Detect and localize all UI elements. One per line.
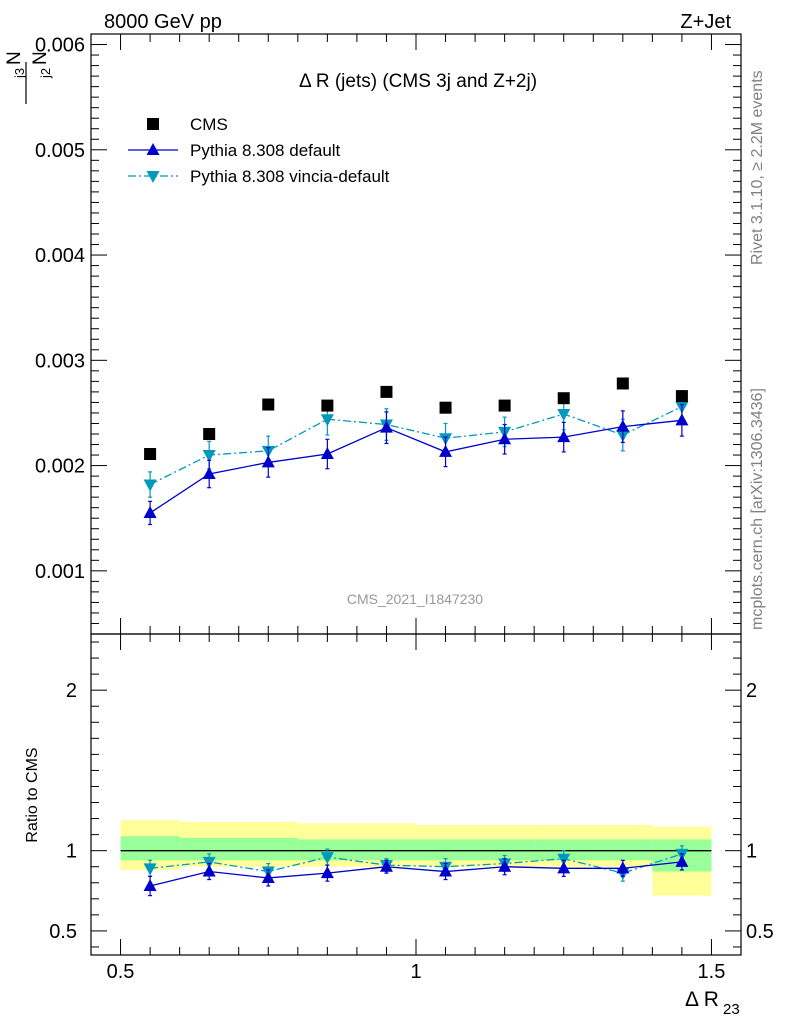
main-ylabel-den: N — [30, 51, 51, 65]
series-vincia-line — [149, 406, 683, 486]
series-default-point — [320, 447, 334, 459]
ratio-band-green — [120, 836, 180, 861]
ratio-default-point — [498, 859, 512, 872]
legend-label: Pythia 8.308 vincia-default — [190, 167, 390, 186]
series-default-point — [379, 420, 393, 433]
main-ytick-label: 0.004 — [35, 245, 85, 267]
ratio-ytick-label-right: 2 — [746, 680, 757, 702]
ratio-band-green — [179, 837, 298, 861]
ratio-ytick-label: 0.5 — [49, 921, 77, 943]
ratio-ytick-label: 2 — [66, 680, 77, 702]
x-axis-label: Δ R 23 — [685, 988, 740, 1018]
ratio-default-point — [379, 859, 393, 872]
series-default-point — [143, 505, 157, 518]
series-default-point — [557, 430, 571, 443]
legend-marker — [146, 171, 160, 183]
legend-label: CMS — [190, 115, 228, 134]
series-default-point — [202, 467, 216, 479]
plot-title: Δ R (jets) (CMS 3j and Z+2j) — [299, 71, 537, 92]
legend-label: Pythia 8.308 default — [190, 141, 341, 160]
ratio-ytick-label-right: 1 — [746, 841, 757, 863]
header-right: Z+Jet — [680, 11, 731, 33]
ratio-default-point — [261, 870, 275, 883]
ratio-ytick-label: 1 — [66, 841, 77, 863]
series-cms-point — [498, 399, 511, 412]
legend: CMS Pythia 8.308 default Pythia 8.308 vinc… — [128, 115, 390, 186]
ratio-panel-axes: 0.5 0.5 1 1 2 2 0.5 1 1.5 — [49, 633, 774, 983]
main-ylabel-num: N — [4, 51, 25, 65]
main-ytick-label: 0.002 — [35, 456, 85, 478]
ratio-default-point — [320, 866, 334, 879]
ratio-default-point — [143, 878, 157, 891]
main-panel-axes: 0.001 0.002 0.003 0.004 0.005 0.006 — [35, 33, 742, 635]
series-cms-point — [380, 385, 393, 398]
ratio-vincia-point — [557, 853, 571, 866]
analysis-watermark: CMS_2021_I1847230 — [347, 591, 483, 607]
ratio-default-point — [202, 864, 216, 877]
mcplots-label: mcplots.cern.ch [arXiv:1306.3436] — [749, 388, 766, 630]
main-panel-marks — [143, 377, 689, 526]
ratio-vincia-point — [143, 863, 157, 876]
xtick-label: 0.5 — [107, 961, 135, 983]
main-ylabel-num-sub: j3 — [12, 68, 27, 79]
ratio-frame — [90, 633, 742, 956]
legend-marker — [147, 118, 159, 130]
series-vincia-point — [143, 479, 157, 492]
series-default-point — [675, 413, 689, 426]
ratio-band-green — [416, 839, 535, 861]
main-frame — [90, 33, 742, 635]
series-vincia-point — [202, 450, 216, 463]
ratio-default-point — [439, 864, 453, 877]
series-vincia-point — [557, 409, 571, 421]
ratio-default-line — [149, 861, 682, 887]
series-vincia-point — [320, 414, 334, 427]
ratio-panel-marks — [143, 845, 689, 897]
series-default-point — [261, 455, 275, 468]
series-cms-point — [144, 448, 157, 460]
legend-marker — [146, 143, 160, 155]
ratio-ytick-label-right: 0.5 — [746, 921, 774, 943]
main-ylabel-den-sub: j2 — [38, 68, 53, 79]
main-ytick-label: 0.006 — [35, 35, 85, 57]
ratio-band-green — [297, 839, 416, 861]
series-cms-point — [262, 398, 275, 411]
ratio-ylabel: Ratio to CMS — [24, 747, 41, 842]
main-ytick-label: 0.001 — [35, 561, 85, 583]
series-cms-point — [203, 428, 216, 440]
main-ytick-label: 0.003 — [35, 350, 85, 372]
series-cms-point — [616, 377, 629, 390]
main-ylabel: N j3 N j2 — [4, 51, 53, 104]
ratio-uncertainty-bands — [120, 820, 712, 896]
x-axis-label-sub: 23 — [723, 1001, 740, 1018]
series-cms-point — [675, 390, 688, 403]
series-default-point — [439, 444, 453, 457]
series-cms-point — [439, 401, 452, 414]
header-left: 8000 GeV pp — [104, 11, 222, 33]
ratio-band-green — [534, 839, 653, 861]
series-default-point — [616, 419, 630, 432]
series-cms-point — [557, 392, 570, 405]
ratio-vincia-point — [202, 856, 216, 869]
x-axis-label-main: Δ R — [685, 988, 719, 1011]
series-default-point — [498, 432, 512, 445]
rivet-label: Rivet 3.1.10, ≥ 2.2M events — [749, 70, 766, 265]
main-ytick-label: 0.005 — [35, 140, 85, 162]
xtick-label: 1 — [410, 961, 421, 983]
series-default-line — [149, 419, 682, 514]
ratio-default-point — [557, 861, 571, 874]
ratio-vincia-point — [320, 852, 334, 865]
xtick-label: 1.5 — [698, 961, 726, 983]
series-cms-point — [321, 399, 334, 412]
ratio-default-point — [616, 861, 630, 874]
ratio-default-point — [675, 854, 689, 867]
